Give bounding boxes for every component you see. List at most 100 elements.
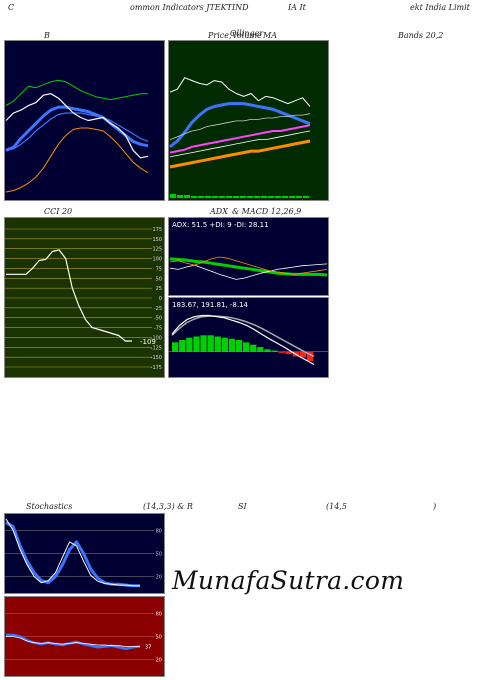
macd-histogram-bar xyxy=(221,337,228,352)
rsi-title: SI xyxy=(238,502,247,511)
volume-bar xyxy=(254,196,260,198)
panel-background xyxy=(4,217,165,378)
cci-tick-label: -150 xyxy=(151,355,162,361)
macd-histogram-bar xyxy=(214,336,221,352)
rsi-close: ) xyxy=(433,502,437,511)
price-title-a: Price, xyxy=(208,31,232,40)
volume-bar xyxy=(261,196,267,198)
cci-tick-label: 75 xyxy=(156,266,162,272)
volume-bar xyxy=(289,196,295,198)
cci-tick-label: 0 xyxy=(159,296,162,302)
cci-last-label: -109 xyxy=(140,338,156,346)
stoch-d-line xyxy=(5,518,140,587)
volume-bar xyxy=(296,196,302,198)
macd-histogram-bar xyxy=(250,344,257,352)
rsi-chart: 80 50 20 37 xyxy=(4,596,165,677)
macd-histogram-bar xyxy=(278,351,285,353)
volume-bar xyxy=(268,196,274,198)
price-series-5 xyxy=(169,139,311,169)
price-title-b: Volume xyxy=(232,31,262,40)
volume-bar xyxy=(233,196,239,198)
macd-histogram-bar xyxy=(285,351,292,354)
macd-histogram-bar xyxy=(207,335,214,352)
stochastics-chart: 80 50 20 xyxy=(4,513,165,594)
bollinger-series-0 xyxy=(5,79,148,107)
cci-line xyxy=(6,249,132,342)
macd-histogram-bar xyxy=(193,336,200,352)
header-part-3: IA It xyxy=(288,3,306,12)
macd-label: 183.67, 191.81, -8.14 xyxy=(172,301,249,309)
macd-histogram-bar xyxy=(179,340,186,352)
bollinger-chart xyxy=(4,40,165,201)
macd-histogram-bar xyxy=(228,338,236,352)
rsi-params: (14,5 xyxy=(326,502,347,511)
volume-bar xyxy=(184,195,190,198)
volume-bar xyxy=(219,196,225,198)
price-series-1 xyxy=(169,102,311,148)
header-part-2: ommon Indicators JTEKTIND xyxy=(130,3,249,12)
price-title-c: MA xyxy=(263,31,277,40)
rsi-last-label: 37 xyxy=(145,645,151,651)
macd-histogram-bar xyxy=(299,351,307,358)
panel-background xyxy=(168,217,329,296)
volume-bar xyxy=(226,196,232,198)
stoch-k-line xyxy=(5,521,140,588)
stoch-params: (14,3,3) & R xyxy=(143,502,193,511)
macd-histogram-bar xyxy=(200,335,207,352)
cci-title: CCI 20 xyxy=(44,207,73,216)
adx-series-2 xyxy=(169,256,328,275)
macd-histogram-bar xyxy=(243,342,250,352)
cci-tick-label: 150 xyxy=(152,237,162,243)
panel-background xyxy=(4,40,165,201)
macd-signal-line xyxy=(171,315,315,357)
volume-bar xyxy=(247,196,253,198)
adx-label: ADX: 51.5 +DI: 9 -DI: 28.11 xyxy=(172,221,269,229)
volume-bar xyxy=(177,195,183,198)
header-part-1: C xyxy=(8,3,15,12)
macd-histogram-bar xyxy=(235,340,243,352)
volume-bar xyxy=(275,196,281,198)
cci-tick-label: -175 xyxy=(151,365,162,371)
price-series-3 xyxy=(169,124,311,154)
cci-tick-label: -50 xyxy=(154,316,162,322)
bollinger-series-4 xyxy=(5,93,149,159)
volume-bar xyxy=(205,196,211,198)
price-series-0 xyxy=(169,77,311,107)
cci-tick-label: -125 xyxy=(151,345,162,351)
cci-tick-label: -25 xyxy=(154,306,162,312)
brand-watermark: MunafaSutra.com xyxy=(172,566,405,595)
price-title-overlap: Ollinger xyxy=(230,29,264,38)
adx-title-a: ADX xyxy=(210,207,228,216)
adx-series-1 xyxy=(169,263,328,280)
macd-histogram-bar xyxy=(186,337,193,352)
price-series-4 xyxy=(169,130,311,158)
cci-tick-label: 100 xyxy=(152,257,162,263)
volume-bar xyxy=(282,196,288,198)
bollinger-title: B xyxy=(44,31,50,40)
bollinger-series-3 xyxy=(5,127,149,193)
volume-bar xyxy=(240,196,246,198)
macd-line xyxy=(171,314,315,366)
adx-chart: ADX: 51.5 +DI: 9 -DI: 28.11 xyxy=(168,217,329,296)
stoch-tick-label: 20 xyxy=(156,575,162,581)
macd-chart: 183.67, 191.81, -8.14 xyxy=(168,297,329,378)
stoch-title: Stochastics xyxy=(26,502,73,511)
header-part-4: ekt India Limit xyxy=(410,3,470,12)
cci-tick-label: 125 xyxy=(152,247,162,253)
price-series-2 xyxy=(169,113,311,140)
volume-bar xyxy=(191,196,197,198)
cci-tick-label: 50 xyxy=(156,276,162,282)
adx-series-0 xyxy=(169,257,328,277)
adx-title-b: & MACD 12,26,9 xyxy=(232,207,302,216)
volume-bar xyxy=(198,196,204,198)
cci-tick-label: -75 xyxy=(154,326,162,332)
macd-histogram-bar xyxy=(264,349,271,352)
rsi-tick-label: 80 xyxy=(156,611,162,617)
stoch-tick-label: 50 xyxy=(156,552,162,558)
macd-histogram-bar xyxy=(257,347,264,352)
cci-tick-label: 25 xyxy=(156,286,162,292)
rsi-tick-label: 50 xyxy=(156,635,162,641)
panel-background xyxy=(168,297,329,378)
bands-title: Bands 20,2 xyxy=(398,31,444,40)
macd-histogram-bar xyxy=(271,350,278,352)
